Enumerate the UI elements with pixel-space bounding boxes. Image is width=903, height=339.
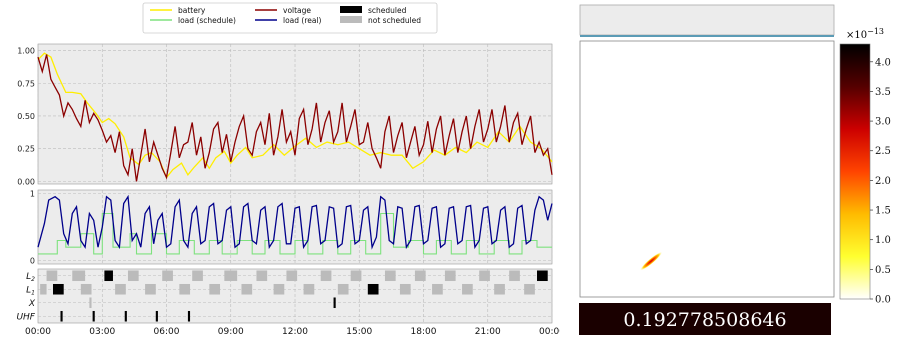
y-tick-label: 1.00 — [17, 47, 35, 56]
scheduled-bar — [155, 310, 158, 322]
not-scheduled-bar — [524, 283, 535, 295]
colorbar-exponent: ×10−13 — [846, 27, 884, 41]
scheduled-bar — [92, 310, 95, 322]
legend-label: scheduled — [368, 6, 407, 15]
load-schedule-line — [38, 212, 552, 255]
x-tick-label: 00:00 — [539, 327, 560, 337]
not-scheduled-bar — [89, 297, 92, 309]
row-label-x: X — [28, 299, 36, 309]
not-scheduled-bar — [286, 270, 298, 282]
not-scheduled-bar — [320, 270, 332, 282]
x-tick-label: 06:00 — [154, 327, 180, 337]
heatmap-blob — [640, 251, 662, 271]
scheduled-bar — [124, 310, 127, 322]
not-scheduled-bar — [209, 283, 221, 295]
x-tick-label: 12:00 — [282, 327, 308, 337]
legend-label: voltage — [283, 6, 311, 15]
right-panel: 0.0 0.5 1.0 1.5 2.0 2.5 3.0 3.5 4.0 ×10−13 0.192… — [579, 4, 891, 335]
scheduled-bar — [104, 270, 113, 282]
not-scheduled-bar — [350, 270, 362, 282]
voltage-line — [37, 54, 553, 182]
y-tick-label: 1 — [30, 189, 35, 198]
panel-battery-voltage: 0.00 0.25 0.50 0.75 1.00 — [17, 43, 553, 186]
not-scheduled-bar — [80, 283, 92, 295]
not-scheduled-bar — [224, 270, 238, 282]
load-real-line — [37, 194, 553, 250]
top-strip — [579, 4, 835, 36]
not-scheduled-bar — [162, 270, 173, 282]
not-scheduled-bar — [256, 270, 268, 282]
not-scheduled-bar — [432, 283, 443, 295]
not-scheduled-bar — [414, 270, 426, 282]
colorbar-tick-label: 3.0 — [875, 117, 891, 128]
row-label-l1: L1 — [26, 285, 35, 296]
not-scheduled-bar — [444, 270, 456, 282]
x-axis-ticks: 00:00 03:00 06:00 09:00 12:00 15:00 18:00 21:00… — [25, 327, 560, 337]
y-tick-label: 0.25 — [17, 145, 35, 154]
colorbar-tick-label: 3.5 — [875, 87, 891, 98]
legend-swatch — [340, 16, 362, 23]
colorbar-tick-label: 0.0 — [875, 295, 891, 306]
not-scheduled-bar — [303, 283, 315, 295]
x-tick-label: 15:00 — [346, 327, 372, 337]
not-scheduled-bar — [145, 283, 156, 295]
colorbar-gradient — [839, 43, 871, 300]
not-scheduled-bar — [40, 283, 47, 295]
scheduled-bar — [52, 283, 64, 295]
legend-label: battery — [178, 6, 206, 15]
not-scheduled-bar — [179, 283, 191, 295]
not-scheduled-bar — [384, 270, 396, 282]
not-scheduled-bar — [479, 270, 490, 282]
legend-label: load (real) — [283, 16, 322, 25]
colorbar: 0.0 0.5 1.0 1.5 2.0 2.5 3.0 3.5 4.0 ×10−13 — [839, 27, 891, 306]
y-tick-label: 0.00 — [17, 177, 35, 186]
colorbar-tick-label: 2.0 — [875, 176, 891, 187]
x-tick-label: 21:00 — [475, 327, 501, 337]
y-tick-label: 0.75 — [17, 79, 35, 88]
not-scheduled-bar — [241, 283, 253, 295]
scheduled-bar — [60, 310, 63, 322]
y-tick-label: 0.50 — [17, 112, 35, 121]
heatmap-area — [579, 40, 835, 298]
colorbar-tick-label: 0.5 — [875, 265, 891, 276]
legend-label: not scheduled — [368, 16, 421, 25]
not-scheduled-bar — [273, 283, 285, 295]
colorbar-tick-label: 2.5 — [875, 146, 891, 157]
row-label-l2: L2 — [26, 272, 35, 283]
x-tick-label: 18:00 — [411, 327, 437, 337]
not-scheduled-bar — [46, 270, 58, 282]
not-scheduled-bar — [494, 283, 505, 295]
not-scheduled-bar — [115, 283, 126, 295]
value-readout: 0.192778508646 — [623, 309, 786, 331]
not-scheduled-bar — [192, 270, 203, 282]
legend-box — [142, 2, 438, 34]
x-tick-label: 00:00 — [25, 327, 51, 337]
x-tick-label: 03:00 — [89, 327, 115, 337]
y-tick-label: 0 — [30, 257, 35, 266]
scheduled-bar — [537, 270, 548, 282]
not-scheduled-bar — [337, 283, 349, 295]
panel-schedule: L2 L1 X UHF — [16, 268, 553, 324]
panel-load: 01 — [30, 189, 553, 266]
scheduled-bar — [367, 283, 379, 295]
legend-label: load (schedule) — [178, 16, 236, 25]
legend-swatch — [340, 6, 362, 13]
colorbar-tick-label: 1.5 — [875, 206, 891, 217]
row-label-uhf: UHF — [16, 312, 35, 322]
x-tick-label: 09:00 — [218, 327, 244, 337]
scheduled-bar — [187, 310, 191, 322]
not-scheduled-bar — [462, 283, 473, 295]
not-scheduled-bar — [72, 270, 86, 282]
not-scheduled-bar — [127, 270, 139, 282]
not-scheduled-bar — [399, 283, 411, 295]
colorbar-tick-label: 1.0 — [875, 235, 891, 246]
value-box — [579, 303, 831, 335]
scheduled-bar — [333, 297, 336, 309]
colorbar-tick-label: 4.0 — [875, 57, 891, 68]
not-scheduled-bar — [509, 270, 520, 282]
battery-line — [37, 52, 553, 179]
